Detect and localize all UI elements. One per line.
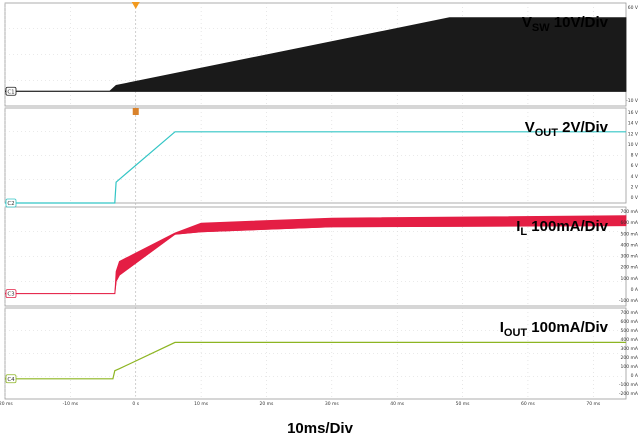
scale-tick-label: -100 mA <box>619 382 639 388</box>
scale-tick-label: 100 mA <box>621 364 639 370</box>
scale-tick-label: -10 V <box>626 98 639 104</box>
scale-tick-label: 500 mA <box>621 231 639 237</box>
scale-tick-label: 60 V <box>628 5 639 11</box>
trace-c4 <box>5 341 626 380</box>
trace-c2 <box>5 131 626 204</box>
label-subscript: OUT <box>535 127 559 139</box>
scale-tick-label: 200 mA <box>621 265 639 271</box>
time-tick-label: 50 ms <box>456 401 471 407</box>
scale-tick-label: 200 mA <box>621 355 639 361</box>
label-subscript: SW <box>532 22 550 34</box>
scale-tick-label: 100 mA <box>621 276 639 282</box>
label-subscript: L <box>520 226 527 238</box>
time-tick-label: 70 ms <box>586 401 601 407</box>
scale-tick-label: 12 V <box>628 131 639 137</box>
scale-tick-label: 0 A <box>631 373 639 379</box>
channel-panel <box>4 307 627 400</box>
scale-tick-label: 0 V <box>631 195 639 201</box>
scale-tick-label: 300 mA <box>621 346 639 352</box>
channel-id: C2 <box>7 201 14 207</box>
scale-tick-label: 16 V <box>628 110 639 116</box>
scale-tick-label: 4 V <box>631 174 639 180</box>
scale-tick-label: 10 V <box>628 142 639 148</box>
scale-tick-label: 8 V <box>631 153 639 159</box>
time-tick-label: 60 ms <box>521 401 536 407</box>
scale-tick-label: 400 mA <box>621 337 639 343</box>
label-main: I <box>500 319 504 336</box>
channel-label-c4: IOUT 100mA/Div <box>500 319 609 339</box>
channel-badge-frame <box>5 289 17 299</box>
scale-tick-label: 700 mA <box>621 310 639 316</box>
label-main: I <box>516 218 520 235</box>
trigger-marker-icon <box>131 2 140 9</box>
scale-tick-label: 500 mA <box>621 328 639 334</box>
scale-tick-label: -200 mA <box>619 391 639 397</box>
scale-tick-label: 14 V <box>628 121 639 127</box>
label-scale: 10V/Div <box>550 14 609 31</box>
channel-panel <box>4 107 627 204</box>
time-scale-caption: 10ms/Div <box>287 420 353 437</box>
channel-badge-c4: C4 <box>5 374 17 384</box>
trigger-level-icon <box>132 108 139 115</box>
time-tick-label: -20 ms <box>0 401 13 407</box>
label-main: V <box>522 14 532 31</box>
channel-badge-frame <box>5 374 17 384</box>
channel-id: C1 <box>7 89 14 95</box>
scale-tick-label: 600 mA <box>621 220 639 226</box>
label-scale: 100mA/Div <box>527 319 609 336</box>
channel-label-c1: VSW 10V/Div <box>522 14 609 34</box>
scale-tick-label: 0 A <box>631 287 639 293</box>
label-scale: 100mA/Div <box>527 218 609 235</box>
channel-badge-c2: C2 <box>5 198 17 208</box>
time-tick-label: -10 ms <box>63 401 79 407</box>
traces-layer <box>5 17 627 380</box>
channel-id: C4 <box>7 377 15 383</box>
time-tick-label: 20 ms <box>260 401 275 407</box>
scale-tick-label: 400 mA <box>621 242 639 248</box>
channel-id: C3 <box>7 292 15 298</box>
scale-tick-label: 2 V <box>631 184 639 190</box>
channel-badge-c3: C3 <box>5 289 17 299</box>
time-axis: -20 ms -10 ms 0 s 10 ms 20 ms 30 ms 40 ms 50 ms… <box>0 401 601 407</box>
time-tick-label: 40 ms <box>390 401 405 407</box>
channel-badge-c1: C1 <box>5 86 17 96</box>
channel-label-c3: IL 100mA/Div <box>516 218 608 238</box>
scale-tick-label: 300 mA <box>621 254 639 260</box>
time-tick-label: 30 ms <box>325 401 340 407</box>
scale-tick-label: 600 mA <box>621 319 639 325</box>
trace-c3-baseline <box>5 225 627 295</box>
time-tick-label: 10 ms <box>194 401 209 407</box>
label-subscript: OUT <box>504 327 528 339</box>
channel-label-c2: VOUT 2V/Div <box>525 119 609 139</box>
channel-badge-frame <box>5 198 17 208</box>
label-main: V <box>525 119 535 136</box>
scale-tick-label: 6 V <box>631 163 639 169</box>
time-tick-label: 0 s <box>132 401 139 407</box>
label-scale: 2V/Div <box>558 119 609 136</box>
scale-tick-label: 700 mA <box>621 209 639 215</box>
channel-badge-frame <box>5 86 17 96</box>
scale-tick-label: -100 mA <box>619 298 639 304</box>
